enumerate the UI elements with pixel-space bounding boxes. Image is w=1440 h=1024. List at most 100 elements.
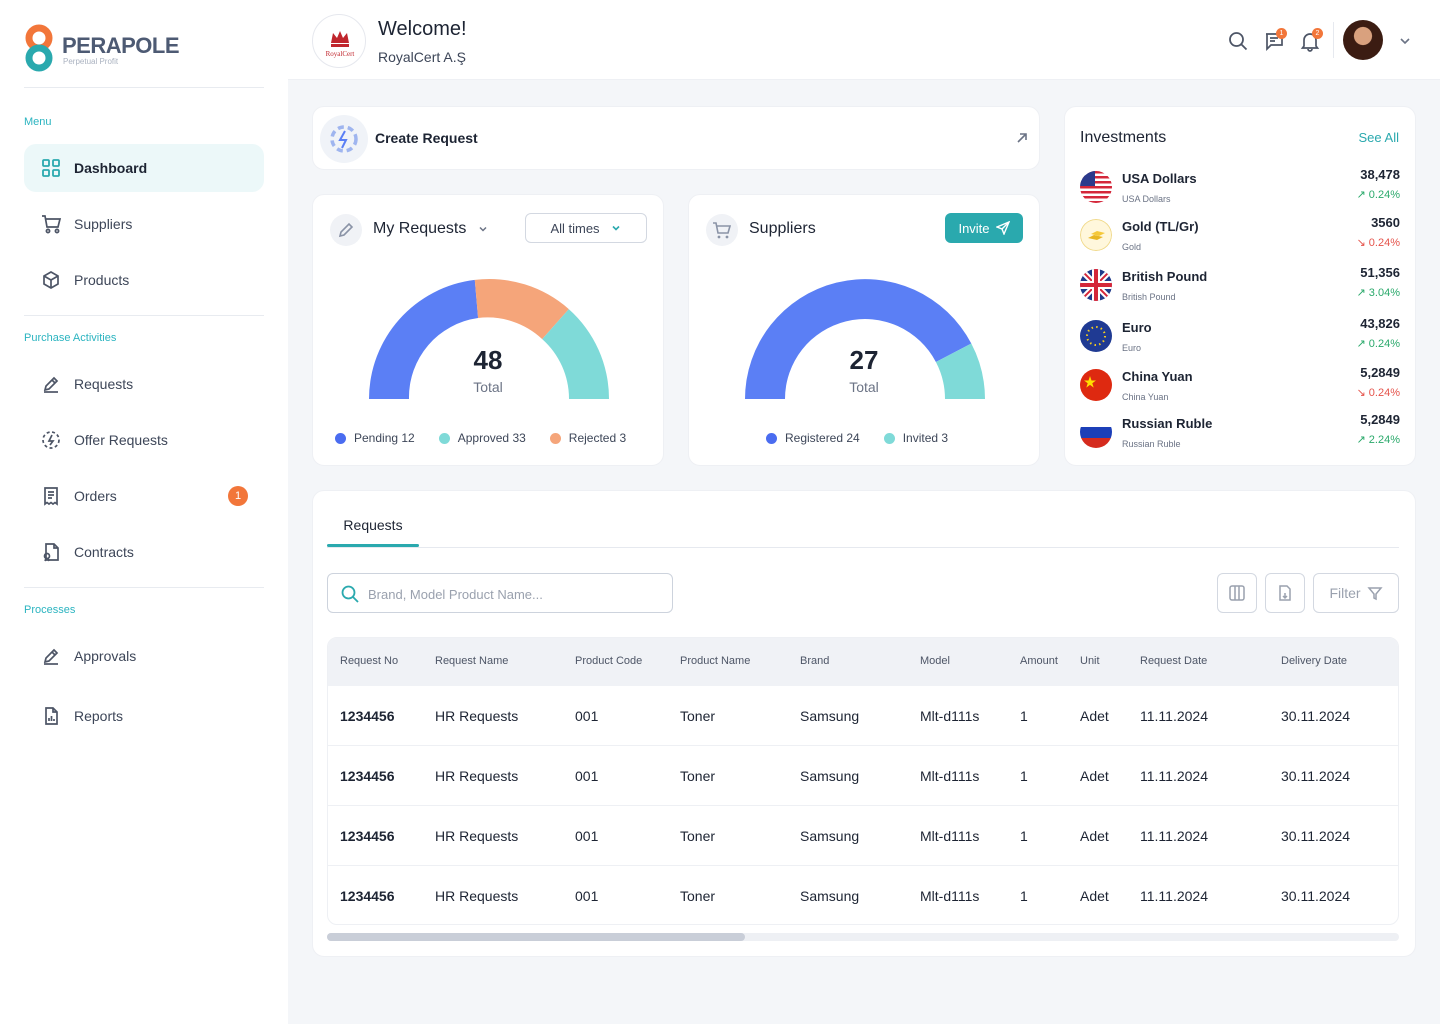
suppliers-total: 27 xyxy=(849,345,879,375)
filter-button[interactable]: Filter xyxy=(1313,573,1399,613)
column-header[interactable]: Request Date xyxy=(1140,655,1208,667)
investment-row-eur[interactable]: Euro Euro 43,826 ↗ 0.24% xyxy=(1080,316,1400,360)
table-row[interactable]: 1234456 HR Requests 001 Toner Samsung Ml… xyxy=(328,686,1398,746)
tab-divider xyxy=(327,547,1399,548)
column-header[interactable]: Unit xyxy=(1080,655,1100,667)
investment-value: 38,478 xyxy=(1360,167,1400,182)
cell-model: Mlt-d111s xyxy=(920,768,980,784)
see-all-link[interactable]: See All xyxy=(1358,130,1399,145)
column-header[interactable]: Request No xyxy=(340,655,399,667)
pen-icon xyxy=(40,645,62,667)
messages-button[interactable]: 1 xyxy=(1263,28,1287,52)
table-row[interactable]: 1234456 HR Requests 001 Toner Samsung Ml… xyxy=(328,866,1398,924)
company-logo[interactable]: RoyalCert xyxy=(312,14,366,68)
divider xyxy=(24,87,264,88)
search-icon[interactable] xyxy=(1227,30,1249,52)
investment-value: 43,826 xyxy=(1360,316,1400,331)
horizontal-scrollbar[interactable] xyxy=(327,933,1399,941)
pen-icon xyxy=(40,373,62,395)
column-header[interactable]: Product Code xyxy=(575,655,643,667)
section-processes: Processes xyxy=(24,604,76,616)
invite-button[interactable]: Invite xyxy=(945,213,1023,243)
column-header[interactable]: Model xyxy=(920,655,950,667)
chevron-down-icon[interactable] xyxy=(1398,34,1412,48)
investment-row-gold[interactable]: Gold (TL/Gr) Gold 3560 ↘ 0.24% xyxy=(1080,215,1400,259)
cell-amount: 1 xyxy=(1020,888,1028,904)
column-header[interactable]: Request Name xyxy=(435,655,509,667)
section-menu: Menu xyxy=(24,116,52,128)
crown-icon xyxy=(331,31,349,47)
investment-name: Russian Ruble xyxy=(1122,416,1213,431)
investment-row-cny[interactable]: China Yuan China Yuan 5,2849 ↘ 0.24% xyxy=(1080,365,1400,409)
column-header[interactable]: Amount xyxy=(1020,655,1058,667)
investment-value: 51,356 xyxy=(1360,265,1400,280)
brand-logo[interactable]: PERAPOLE Perpetual Profit xyxy=(24,24,184,72)
tab-requests[interactable]: Requests xyxy=(343,517,403,533)
search-icon xyxy=(341,585,359,603)
my-requests-card: My Requests All times 48 Total Pending 1… xyxy=(312,194,664,466)
divider xyxy=(24,587,264,588)
sidebar: PERAPOLE Perpetual Profit Menu Dashboard… xyxy=(0,0,288,1024)
cell-request-name: HR Requests xyxy=(435,888,519,904)
column-header[interactable]: Delivery Date xyxy=(1281,655,1348,667)
orders-badge: 1 xyxy=(228,486,248,506)
avatar[interactable] xyxy=(1343,20,1383,60)
table-row[interactable]: 1234456 HR Requests 001 Toner Samsung Ml… xyxy=(328,806,1398,866)
notifications-button[interactable]: 2 xyxy=(1299,28,1323,52)
sidebar-item-requests[interactable]: Requests xyxy=(24,360,264,408)
cell-request-no: 1234456 xyxy=(340,768,395,784)
create-request-icon xyxy=(320,115,368,163)
investment-row-gbp[interactable]: British Pound British Pound 51,356 ↗ 3.0… xyxy=(1080,265,1400,309)
investment-row-usd[interactable]: USA Dollars USA Dollars 38,478 ↗ 0.24% xyxy=(1080,167,1400,211)
sidebar-item-products[interactable]: Products xyxy=(24,256,264,304)
scrollbar-thumb[interactable] xyxy=(327,933,745,941)
sidebar-item-suppliers[interactable]: Suppliers xyxy=(24,200,264,248)
cn-flag-icon xyxy=(1080,369,1112,401)
sidebar-item-approvals[interactable]: Approvals xyxy=(24,632,264,680)
sidebar-item-dashboard[interactable]: Dashboard xyxy=(24,144,264,192)
my-requests-legend: Pending 12 Approved 33 Rejected 3 xyxy=(335,431,626,445)
cell-request-date: 11.11.2024 xyxy=(1140,708,1208,724)
sidebar-item-orders[interactable]: Orders 1 xyxy=(24,472,264,520)
cell-request-no: 1234456 xyxy=(340,888,395,904)
create-request-card[interactable]: Create Request xyxy=(312,106,1040,170)
gauge-segment-pending xyxy=(369,279,479,399)
legend-registered: Registered 24 xyxy=(766,431,860,445)
invite-label: Invite xyxy=(958,220,990,236)
sidebar-item-offer-requests[interactable]: Offer Requests xyxy=(24,416,264,464)
gold-icon xyxy=(1080,219,1112,251)
gauge-segment-approved xyxy=(542,309,610,399)
investment-change: ↘ 0.24% xyxy=(1357,386,1400,399)
investment-change-value: 3.04% xyxy=(1368,287,1400,299)
sidebar-item-reports[interactable]: Reports xyxy=(24,692,264,740)
cell-request-no: 1234456 xyxy=(340,708,395,724)
cart-icon xyxy=(706,214,738,246)
search-input[interactable] xyxy=(368,582,658,606)
column-header[interactable]: Product Name xyxy=(680,655,751,667)
table-row[interactable]: 1234456 HR Requests 001 Toner Samsung Ml… xyxy=(328,746,1398,806)
chevron-down-icon[interactable] xyxy=(477,223,489,235)
gauge-segment-rejected xyxy=(474,279,569,340)
cell-request-name: HR Requests xyxy=(435,828,519,844)
column-header[interactable]: Brand xyxy=(800,655,830,667)
brand-name: PERAPOLE xyxy=(62,33,180,58)
arrow-up-right-icon[interactable] xyxy=(1015,131,1029,145)
investment-value: 5,2849 xyxy=(1360,412,1400,427)
time-filter-dropdown[interactable]: All times xyxy=(525,213,647,243)
investment-row-rub[interactable]: Russian Ruble Russian Ruble 5,2849 ↗ 2.2… xyxy=(1080,412,1400,456)
perapole-logo-icon xyxy=(25,24,53,72)
investment-subtitle: Euro xyxy=(1122,343,1142,353)
send-icon xyxy=(995,221,1010,235)
sidebar-item-label: Offer Requests xyxy=(74,432,168,448)
contract-icon xyxy=(40,541,62,563)
columns-button[interactable] xyxy=(1217,573,1257,613)
investment-change: ↗ 0.24% xyxy=(1357,337,1400,350)
search-field[interactable] xyxy=(327,573,673,613)
investment-value: 3560 xyxy=(1371,215,1400,230)
cell-amount: 1 xyxy=(1020,708,1028,724)
investment-subtitle: USA Dollars xyxy=(1122,194,1171,204)
suppliers-card: Suppliers Invite 27 Total Registered 24 … xyxy=(688,194,1040,466)
export-button[interactable] xyxy=(1265,573,1305,613)
cell-product-code: 001 xyxy=(575,768,599,784)
sidebar-item-contracts[interactable]: Contracts xyxy=(24,528,264,576)
